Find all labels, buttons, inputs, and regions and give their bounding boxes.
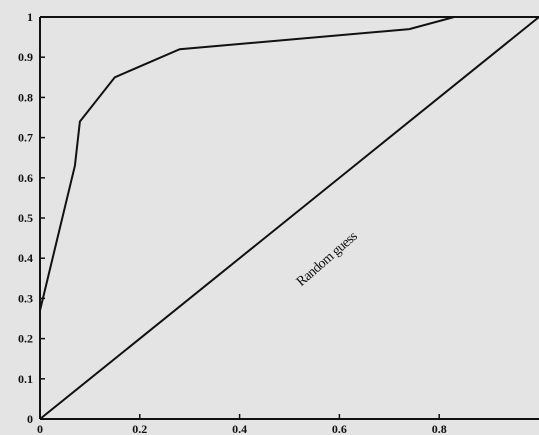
x-tick-label: 0.4: [232, 422, 247, 435]
x-tick-label: 0: [37, 422, 43, 435]
x-tick-label: 0.8: [432, 422, 447, 435]
annotation-layer: Random guess: [294, 229, 360, 290]
y-tick-label: 1: [27, 10, 33, 24]
series-layer: [39, 16, 539, 420]
y-tick-label: 0.6: [18, 171, 33, 185]
x-tick-label: 0.2: [132, 422, 147, 435]
y-tick-label: 0.2: [18, 332, 33, 346]
y-tick-label: 0.3: [18, 291, 33, 305]
y-tick-label: 0.8: [18, 90, 33, 104]
y-tick-label: 0.1: [18, 372, 33, 386]
y-tick-label: 0: [27, 412, 33, 426]
y-tick-label: 0.4: [18, 251, 33, 265]
y-axis-ticks: 0 0.1 0.2 0.3 0.4 0.5 0.6 0.7 0.8 0.9 1: [18, 10, 45, 426]
x-tick-label: 0.6: [332, 422, 347, 435]
y-tick-label: 0.7: [18, 131, 33, 145]
y-tick-label: 0.9: [18, 50, 33, 64]
random-guess-annotation: Random guess: [294, 229, 360, 290]
random-guess-line: [39, 16, 539, 420]
roc-curve-line: [39, 16, 539, 311]
x-axis-ticks: 0 0.2 0.4 0.6 0.8: [37, 414, 447, 435]
y-tick-label: 0.5: [18, 211, 33, 225]
